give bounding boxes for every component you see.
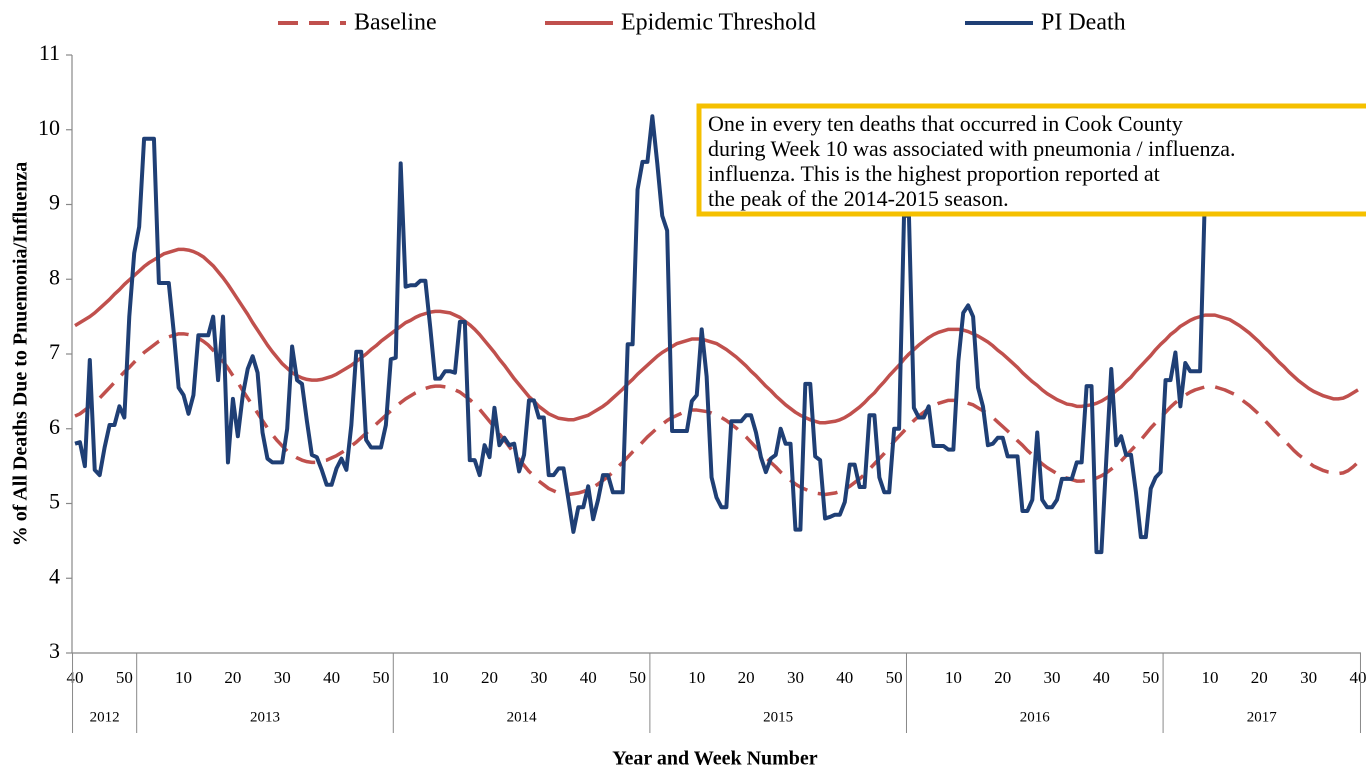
x-tick-label: 20 xyxy=(1251,668,1268,687)
x-tick-label: 50 xyxy=(372,668,389,687)
y-tick-label: 5 xyxy=(49,489,60,514)
year-label: 2017 xyxy=(1247,709,1278,725)
x-tick-label: 20 xyxy=(994,668,1011,687)
annotation-text: the peak of the 2014-2015 season. xyxy=(708,186,1009,211)
annotation-text: during Week 10 was associated with pneum… xyxy=(708,136,1236,161)
y-tick-label: 6 xyxy=(49,414,60,439)
x-tick-label: 40 xyxy=(836,668,853,687)
series-line xyxy=(74,114,1208,555)
x-tick-label: 30 xyxy=(274,668,291,687)
year-label: 2016 xyxy=(1020,709,1051,725)
y-tick-label: 3 xyxy=(49,638,60,663)
y-tick-label: 11 xyxy=(39,40,60,65)
x-tick-label: 30 xyxy=(1044,668,1061,687)
annotation-text: One in every ten deaths that occurred in… xyxy=(708,111,1183,136)
x-tick-label: 30 xyxy=(530,668,547,687)
x-tick-label: 10 xyxy=(945,668,962,687)
x-tick-label: 10 xyxy=(1201,668,1218,687)
x-tick-label: 50 xyxy=(886,668,903,687)
x-tick-label: 20 xyxy=(481,668,498,687)
x-tick-label: 20 xyxy=(224,668,241,687)
annotation-box xyxy=(696,103,1366,217)
x-tick-label: 10 xyxy=(688,668,705,687)
y-axis-title: % of All Deaths Due to Pnuemonia/Influen… xyxy=(10,162,32,546)
x-tick-label: 10 xyxy=(175,668,192,687)
y-tick-label: 8 xyxy=(49,264,60,289)
year-label: 2013 xyxy=(250,709,280,725)
x-tick-label: 40 xyxy=(1093,668,1110,687)
x-tick-label: 40 xyxy=(1350,668,1366,687)
x-tick-label: 50 xyxy=(116,668,133,687)
legend-label: Epidemic Threshold xyxy=(621,10,816,36)
legend-label: Baseline xyxy=(354,10,437,36)
x-axis-title: Year and Week Number xyxy=(612,748,818,770)
x-tick-label: 50 xyxy=(629,668,646,687)
y-tick-label: 10 xyxy=(38,115,60,140)
x-tick-label: 20 xyxy=(738,668,755,687)
annotation-text: influenza. This is the highest proportio… xyxy=(708,161,1160,186)
y-tick-label: 7 xyxy=(49,339,60,364)
series-line xyxy=(74,332,1360,497)
legend-label: PI Death xyxy=(1041,10,1126,36)
x-tick-label: 10 xyxy=(432,668,449,687)
x-tick-label: 50 xyxy=(1142,668,1159,687)
x-tick-label: 40 xyxy=(580,668,597,687)
y-tick-label: 4 xyxy=(49,563,60,588)
x-tick-label: 40 xyxy=(67,668,84,687)
x-tick-label: 40 xyxy=(323,668,340,687)
year-label: 2012 xyxy=(90,709,120,725)
y-tick-label: 9 xyxy=(49,190,60,215)
year-label: 2015 xyxy=(763,709,793,725)
x-tick-label: 30 xyxy=(1300,668,1317,687)
x-tick-label: 30 xyxy=(787,668,804,687)
year-label: 2014 xyxy=(507,709,538,725)
